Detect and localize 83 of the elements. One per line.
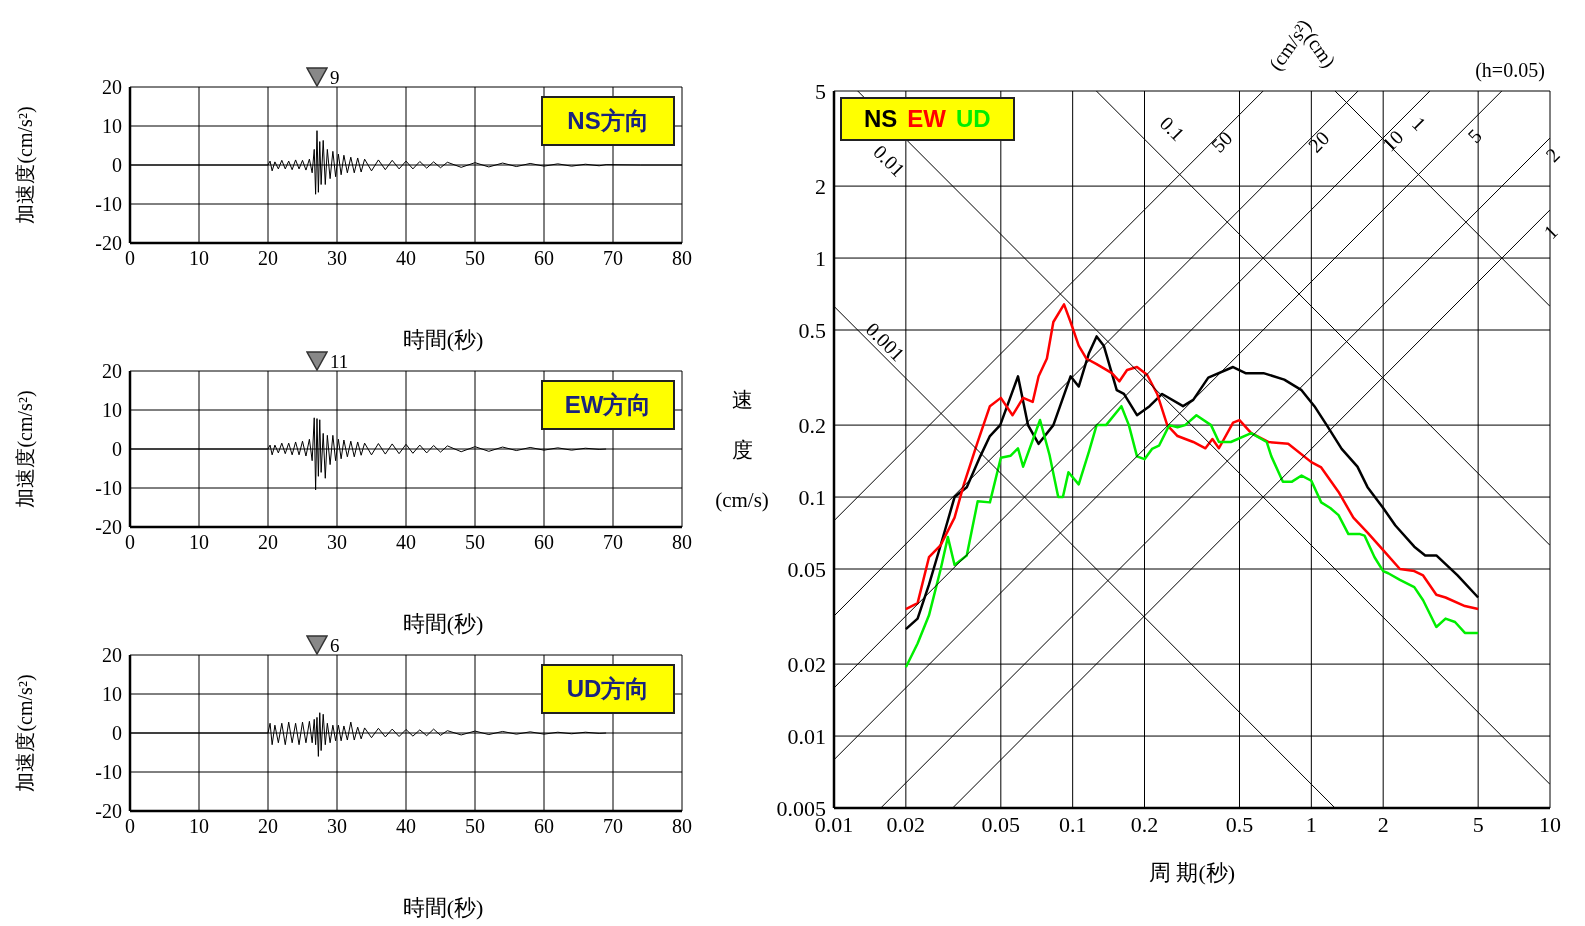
x-tick-label: 10 bbox=[189, 815, 209, 838]
annotation: 9 bbox=[330, 67, 340, 88]
text: 速度(cm/s) bbox=[715, 387, 769, 512]
annotation: 1 bbox=[1539, 220, 1563, 244]
y-tick-label: 0 bbox=[112, 154, 122, 177]
x-tick-label: 10 bbox=[1539, 811, 1561, 837]
y-tick-label: -20 bbox=[95, 516, 122, 539]
x-tick-label: 0.5 bbox=[1225, 811, 1254, 837]
x-tick-label: 20 bbox=[258, 815, 278, 838]
x-axis-title: 時間(秒) bbox=[402, 611, 484, 636]
y-tick-label: 0.2 bbox=[798, 412, 826, 438]
x-tick-label: 60 bbox=[534, 531, 554, 554]
x-tick-label: 20 bbox=[258, 247, 278, 270]
x-tick-label: 10 bbox=[189, 247, 209, 270]
y-tick-label: 0.05 bbox=[787, 556, 826, 582]
x-tick-label: 60 bbox=[534, 815, 554, 838]
x-tick-label: 20 bbox=[258, 531, 278, 554]
x-axis-title: 時間(秒) bbox=[402, 327, 484, 352]
annotation: 5 bbox=[1463, 124, 1487, 148]
x-tick-label: 70 bbox=[603, 247, 623, 270]
y-tick-label: 0.02 bbox=[787, 651, 826, 677]
y-tick-label: 20 bbox=[102, 76, 122, 99]
x-tick-label: 40 bbox=[396, 531, 416, 554]
y-axis-title: 加速度(cm/s²) bbox=[12, 390, 38, 508]
x-axis-title: 周 期(秒) bbox=[1147, 859, 1237, 887]
x-tick-label: 0.05 bbox=[981, 811, 1021, 837]
x-tick-label: 50 bbox=[465, 247, 485, 270]
y-tick-label: 10 bbox=[102, 115, 122, 138]
x-tick-label: 0.2 bbox=[1130, 811, 1159, 837]
x-tick-label: 40 bbox=[396, 815, 416, 838]
annotation: 20 bbox=[1303, 126, 1335, 158]
x-tick-label: 30 bbox=[327, 815, 347, 838]
y-tick-label: 20 bbox=[102, 644, 122, 667]
annotation: 0.1 bbox=[1155, 112, 1189, 146]
x-axis-title: 時間(秒) bbox=[401, 894, 485, 922]
x-tick-label: 5 bbox=[1472, 811, 1484, 837]
x-tick-label: 10 bbox=[189, 531, 209, 554]
x-tick-label: 30 bbox=[327, 531, 347, 554]
y-tick-label: -20 bbox=[95, 232, 122, 255]
y-axis-title: 加速度(cm/s²) bbox=[12, 106, 38, 224]
annotation: 50 bbox=[1206, 126, 1238, 158]
y-tick-label: 20 bbox=[102, 360, 122, 383]
annotation: UD方向 bbox=[541, 664, 675, 714]
y-tick-label: 0.01 bbox=[787, 723, 826, 749]
y-tick-label: -10 bbox=[95, 477, 122, 500]
x-tick-label: 80 bbox=[672, 531, 692, 554]
x-tick-label: 80 bbox=[672, 815, 692, 838]
x-tick-label: 0.1 bbox=[1058, 811, 1087, 837]
y-tick-label: 10 bbox=[102, 683, 122, 706]
x-tick-label: 2 bbox=[1377, 811, 1389, 837]
y-tick-label: 10 bbox=[102, 399, 122, 422]
annotation: 2 bbox=[1541, 143, 1565, 167]
y-tick-label: 0.5 bbox=[798, 317, 826, 343]
y-tick-label: 0 bbox=[112, 722, 122, 745]
text: EW bbox=[907, 105, 947, 132]
x-tick-label: 50 bbox=[465, 815, 485, 838]
annotation: 6 bbox=[330, 635, 340, 656]
x-tick-label: 0.02 bbox=[886, 811, 926, 837]
annotation: 1 bbox=[1407, 112, 1431, 136]
y-axis-title: 加速度(cm/s²) bbox=[12, 674, 38, 792]
x-tick-label: 60 bbox=[534, 247, 554, 270]
x-tick-label: 70 bbox=[603, 531, 623, 554]
annotation: EW方向 bbox=[541, 380, 675, 430]
y-tick-label: -20 bbox=[95, 800, 122, 823]
annotation: 10 bbox=[1377, 125, 1409, 157]
x-tick-label: 40 bbox=[396, 247, 416, 270]
x-tick-label: 70 bbox=[603, 815, 623, 838]
y-tick-label: -10 bbox=[95, 193, 122, 216]
x-tick-label: 1 bbox=[1305, 811, 1317, 837]
text: UD bbox=[956, 105, 991, 132]
text: (h=0.05) bbox=[1475, 58, 1545, 82]
annotation: 11 bbox=[330, 351, 349, 372]
annotation: NS方向 bbox=[541, 96, 675, 146]
text: NS bbox=[864, 105, 898, 132]
y-tick-label: -10 bbox=[95, 761, 122, 784]
y-tick-label: 2 bbox=[815, 173, 826, 199]
x-tick-label: 50 bbox=[465, 531, 485, 554]
x-tick-label: 80 bbox=[672, 247, 692, 270]
y-tick-label: 0 bbox=[112, 438, 122, 461]
y-tick-label: 0.1 bbox=[798, 484, 826, 510]
x-tick-label: 30 bbox=[327, 247, 347, 270]
y-tick-label: 5 bbox=[815, 78, 826, 104]
annotation: 0.01 bbox=[868, 140, 910, 182]
